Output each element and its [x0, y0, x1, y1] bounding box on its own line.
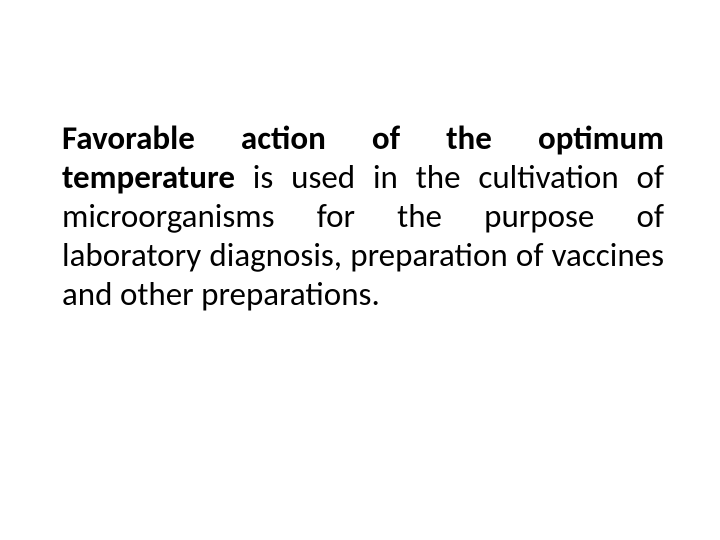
slide: Favorable action of the optimum temperat…	[0, 0, 720, 540]
body-paragraph: Favorable action of the optimum temperat…	[62, 119, 664, 314]
